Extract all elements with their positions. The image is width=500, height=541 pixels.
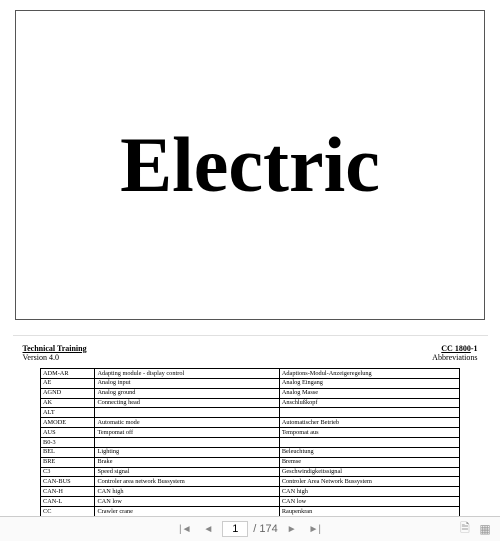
abbr-cell: CC	[41, 507, 95, 516]
cover-title: Electric	[120, 120, 380, 210]
last-page-button[interactable]: ►|	[306, 520, 324, 538]
de-cell: CAN low	[279, 497, 459, 507]
de-cell: Analog Masse	[279, 388, 459, 398]
abbr-cell: B0-3	[41, 438, 95, 448]
de-cell: Anschlußkopf	[279, 398, 459, 408]
single-page-icon[interactable]: 🗎	[458, 522, 472, 536]
de-cell: Controler Area Network Bussystem	[279, 477, 459, 487]
en-cell: Automatic mode	[95, 418, 279, 428]
prev-page-button[interactable]: ◄	[199, 520, 217, 538]
abbr-cell: AK	[41, 398, 95, 408]
en-cell	[95, 438, 279, 448]
first-page-button[interactable]: |◄	[176, 520, 194, 538]
doc-version: Version 4.0	[23, 353, 87, 362]
table-row: AMODEAutomatic modeAutomatischer Betrieb	[41, 418, 460, 428]
abbr-cell: CAN-H	[41, 487, 95, 497]
pager-toolbar: |◄ ◄ / 174 ► ►| 🗎 ▦	[0, 516, 500, 541]
en-cell: Connecting head	[95, 398, 279, 408]
thumbnails-icon[interactable]: ▦	[478, 522, 492, 536]
en-cell: Adapting module - display control	[95, 369, 279, 379]
table-row: AGNDAnalog groundAnalog Masse	[41, 388, 460, 398]
view-tools: 🗎 ▦	[458, 522, 492, 536]
de-cell: Beleuchtung	[279, 447, 459, 457]
table-row: AUSTempomat offTempomat aus	[41, 428, 460, 438]
table-row: B0-3	[41, 438, 460, 448]
de-cell: Adaptions-Modul-Anzeigeregelung	[279, 369, 459, 379]
page-area: Electric Technical Training Version 4.0 …	[0, 0, 500, 516]
table-row: CAN-BUSControler area network BussystemC…	[41, 477, 460, 487]
de-cell: Automatischer Betrieb	[279, 418, 459, 428]
en-cell	[95, 408, 279, 418]
abbr-cell: AGND	[41, 388, 95, 398]
de-cell: Geschwindigkeitssignal	[279, 467, 459, 477]
abbr-cell: CAN-BUS	[41, 477, 95, 487]
table-row: AEAnalog inputAnalog Eingang	[41, 378, 460, 388]
pdf-viewer: Electric Technical Training Version 4.0 …	[0, 0, 500, 541]
page-1-cover: Electric	[15, 10, 485, 320]
page-header: Technical Training Version 4.0 CC 1800-1…	[23, 344, 478, 362]
abbr-cell: AMODE	[41, 418, 95, 428]
en-cell: Crawler crane	[95, 507, 279, 516]
header-right: CC 1800-1 Abbreviations	[432, 344, 477, 362]
abbr-cell: CAN-L	[41, 497, 95, 507]
section-name: Abbreviations	[432, 353, 477, 362]
page-number-input[interactable]	[222, 521, 248, 537]
table-row: ADM-ARAdapting module - display controlA…	[41, 369, 460, 379]
doc-title: Technical Training	[23, 344, 87, 353]
abbreviations-table: ADM-ARAdapting module - display controlA…	[40, 368, 460, 516]
next-page-button[interactable]: ►	[283, 520, 301, 538]
en-cell: CAN low	[95, 497, 279, 507]
table-row: CAN-LCAN lowCAN low	[41, 497, 460, 507]
model-number: CC 1800-1	[432, 344, 477, 353]
page-2-abbreviations: Technical Training Version 4.0 CC 1800-1…	[13, 335, 488, 516]
abbr-cell: BRE	[41, 457, 95, 467]
table-row: ALT	[41, 408, 460, 418]
table-row: BELLightingBeleuchtung	[41, 447, 460, 457]
en-cell: Tempomat off	[95, 428, 279, 438]
de-cell	[279, 408, 459, 418]
en-cell: Controler area network Bussystem	[95, 477, 279, 487]
en-cell: Brake	[95, 457, 279, 467]
header-left: Technical Training Version 4.0	[23, 344, 87, 362]
page-total: / 174	[253, 523, 277, 535]
de-cell: Raupenkran	[279, 507, 459, 516]
de-cell: Bremse	[279, 457, 459, 467]
en-cell: Analog input	[95, 378, 279, 388]
de-cell: CAN high	[279, 487, 459, 497]
table-row: CCCrawler craneRaupenkran	[41, 507, 460, 516]
abbr-cell: ALT	[41, 408, 95, 418]
en-cell: Analog ground	[95, 388, 279, 398]
de-cell: Analog Eingang	[279, 378, 459, 388]
de-cell: Tempomat aus	[279, 428, 459, 438]
table-row: CAN-HCAN highCAN high	[41, 487, 460, 497]
de-cell	[279, 438, 459, 448]
en-cell: Speed signal	[95, 467, 279, 477]
abbr-cell: AUS	[41, 428, 95, 438]
en-cell: CAN high	[95, 487, 279, 497]
abbr-cell: AE	[41, 378, 95, 388]
table-row: C3Speed signalGeschwindigkeitssignal	[41, 467, 460, 477]
abbr-cell: C3	[41, 467, 95, 477]
abbr-cell: BEL	[41, 447, 95, 457]
en-cell: Lighting	[95, 447, 279, 457]
table-row: BREBrakeBremse	[41, 457, 460, 467]
table-row: AKConnecting headAnschlußkopf	[41, 398, 460, 408]
abbr-cell: ADM-AR	[41, 369, 95, 379]
